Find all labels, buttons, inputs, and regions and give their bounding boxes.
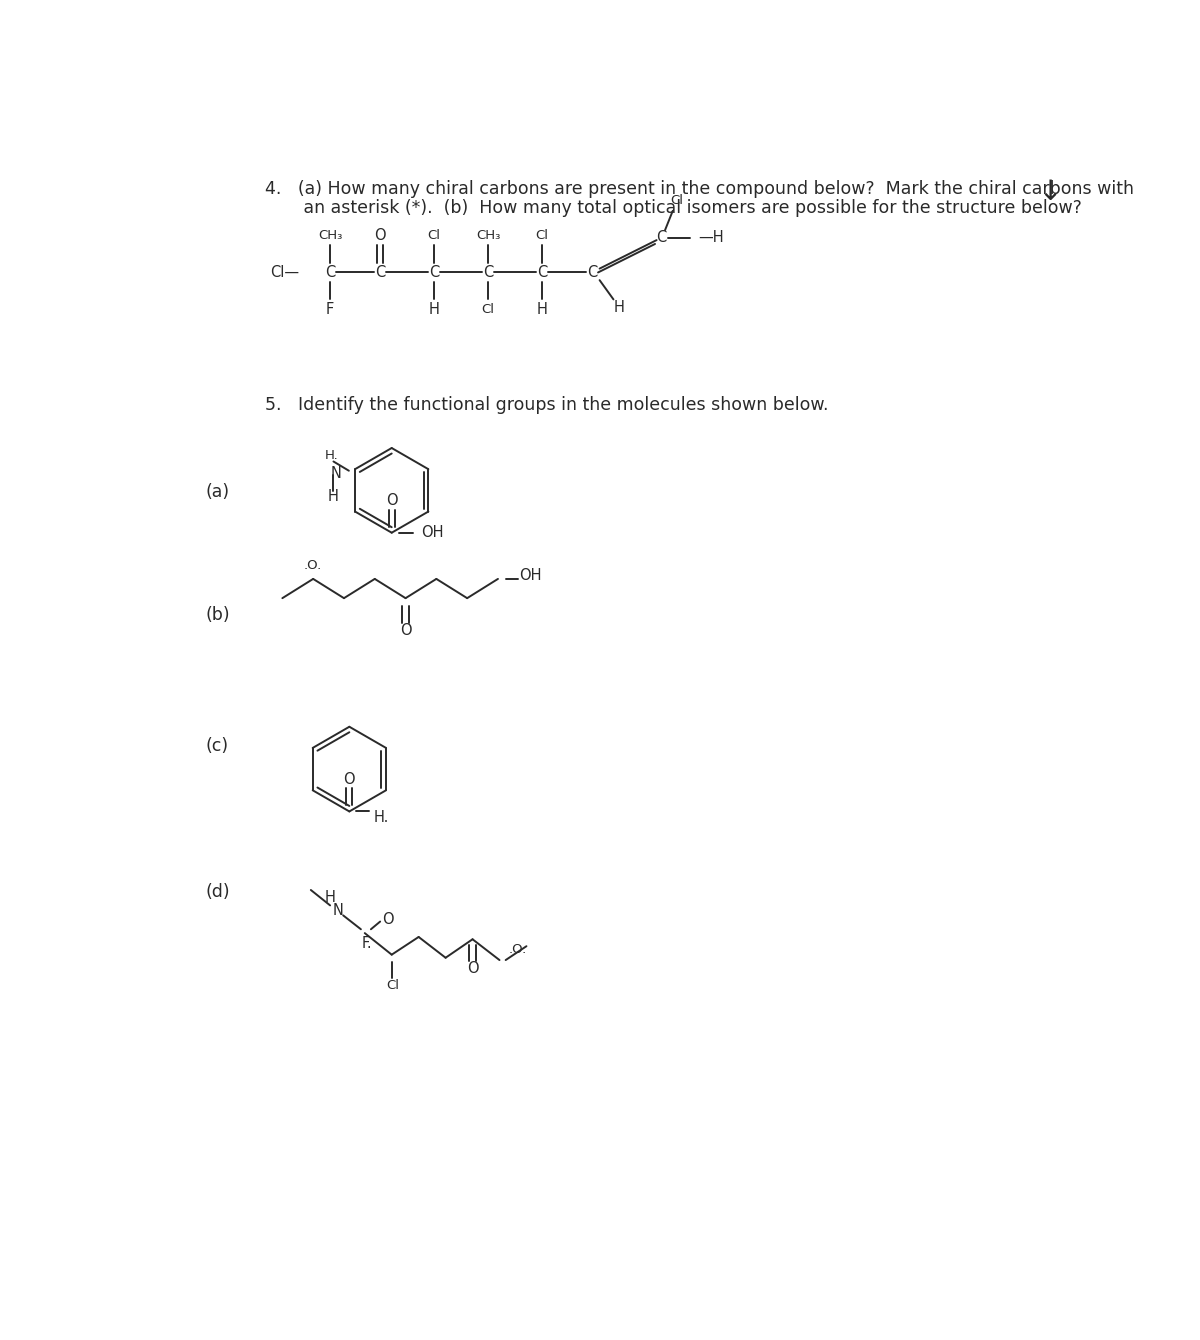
Text: C: C [482,265,493,280]
Text: OH: OH [520,568,542,583]
Text: H.: H. [324,449,338,462]
Text: Cl: Cl [670,194,683,208]
Text: F: F [326,302,335,316]
Text: H: H [328,489,338,504]
Text: O: O [343,772,355,787]
Text: Cl: Cl [427,229,440,243]
Text: N: N [330,465,341,481]
Text: H: H [613,300,624,315]
Text: Cl—: Cl— [270,265,299,280]
Text: O: O [467,961,479,976]
Text: C: C [656,230,666,245]
Text: Cl: Cl [386,980,400,992]
Text: CH₃: CH₃ [475,229,500,243]
Text: —H: —H [698,230,724,245]
Text: OH: OH [421,525,444,540]
Text: 4.   (a) How many chiral carbons are present in the compound below?  Mark the ch: 4. (a) How many chiral carbons are prese… [265,180,1134,198]
Text: O: O [386,493,397,508]
Text: H: H [536,302,547,316]
Text: C: C [428,265,439,280]
Text: N: N [332,903,343,918]
Text: O: O [400,623,412,638]
Text: .O.: .O. [304,559,323,572]
Text: (a): (a) [205,482,229,501]
Text: Cl: Cl [481,303,494,316]
Text: O: O [382,911,394,927]
Text: C: C [376,265,385,280]
Text: C: C [587,265,598,280]
Text: C: C [325,265,335,280]
Text: 5.   Identify the functional groups in the molecules shown below.: 5. Identify the functional groups in the… [265,395,828,414]
Text: CH₃: CH₃ [318,229,342,243]
Text: H.: H. [374,811,389,825]
Text: C: C [536,265,547,280]
Text: H: H [325,890,336,906]
Text: (c): (c) [205,737,228,754]
Text: (d): (d) [205,883,230,902]
Text: an asterisk (*).  (b)  How many total optical isomers are possible for the struc: an asterisk (*). (b) How many total opti… [265,200,1081,217]
Text: H: H [428,302,439,316]
Text: (b): (b) [205,606,230,624]
Text: F.: F. [362,935,372,950]
Text: ↓: ↓ [1038,178,1062,206]
Text: Cl: Cl [535,229,548,243]
Text: .O.: .O. [509,943,527,955]
Text: O: O [374,228,386,243]
